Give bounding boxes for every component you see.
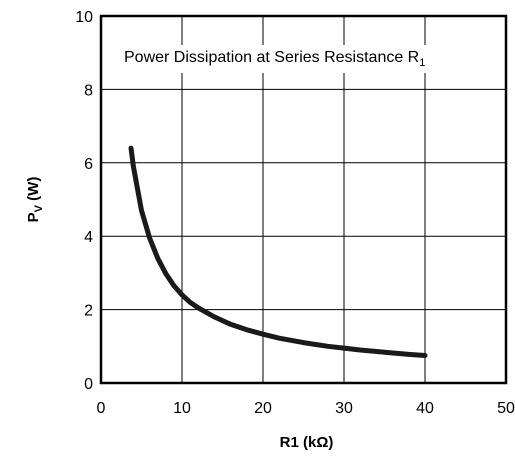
y-tick-label: 6	[84, 156, 93, 173]
y-axis-label: PV (W)	[25, 177, 45, 223]
y-tick-label: 8	[84, 82, 93, 99]
x-tick-label: 50	[497, 400, 515, 417]
x-tick-label: 20	[254, 400, 272, 417]
y-tick-label: 0	[84, 376, 93, 393]
chart-title-subscript: 1	[419, 57, 425, 69]
x-axis-label: R1 (kΩ)	[280, 434, 334, 451]
y-axis-label-main: P	[25, 212, 42, 222]
y-tick-label: 4	[84, 229, 93, 246]
series-line	[128, 145, 428, 358]
x-tick-labels: 0 10 20 30 40 50	[97, 400, 515, 417]
y-tick-labels: 0 2 4 6 8 10	[75, 9, 93, 393]
x-tick-label: 40	[416, 400, 434, 417]
y-tick-label: 10	[75, 9, 93, 26]
chart-title: Power Dissipation at Series Resistance R…	[124, 49, 425, 69]
plot-frame	[99, 14, 508, 385]
y-axis-label-subscript: V	[33, 204, 45, 212]
y-axis-label-unit: (W)	[25, 177, 42, 205]
x-tick-label: 10	[173, 400, 191, 417]
grid	[101, 16, 506, 383]
x-tick-label: 30	[335, 400, 353, 417]
y-tick-label: 2	[84, 303, 93, 320]
title-background	[118, 45, 432, 73]
chart-title-main: Power Dissipation at Series Resistance R	[124, 49, 419, 66]
x-tick-label: 0	[97, 400, 106, 417]
